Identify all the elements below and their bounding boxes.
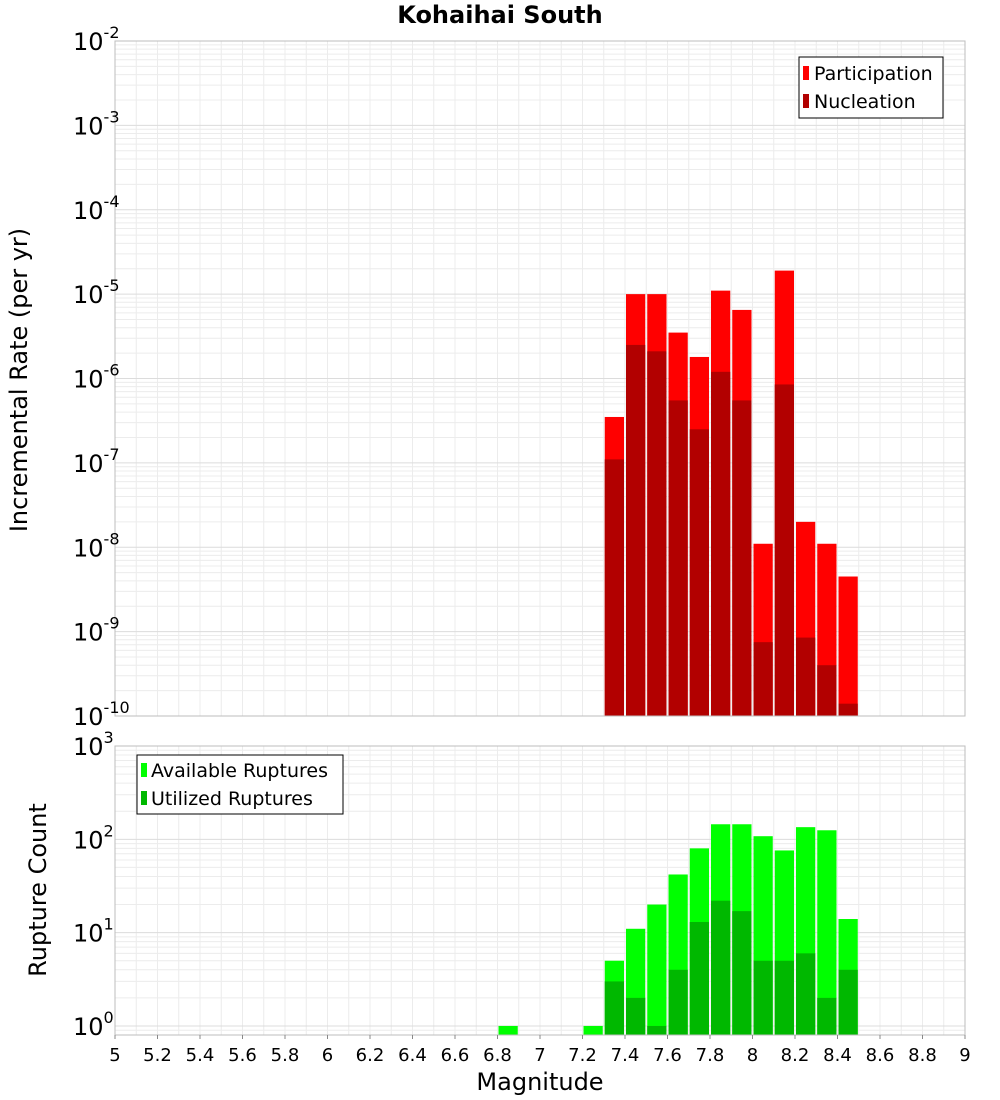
count-bar-a bbox=[498, 1025, 518, 1035]
legend-swatch-nucleation bbox=[803, 94, 809, 108]
x-tick-label: 6.4 bbox=[398, 1045, 427, 1066]
bottom-legend: Available Ruptures Utilized Ruptures bbox=[136, 754, 344, 815]
y-tick-label: 10-8 bbox=[73, 529, 120, 562]
count-bar-b bbox=[838, 969, 858, 1035]
top-legend-box bbox=[798, 56, 944, 119]
top-y-axis-label: Incremental Rate (per yr) bbox=[5, 228, 33, 532]
count-bar-a bbox=[817, 830, 837, 1035]
x-tick-label: 5.8 bbox=[271, 1045, 300, 1066]
rate-bar-b bbox=[838, 703, 858, 716]
rate-bar-b bbox=[626, 344, 646, 716]
x-tick-label: 8.6 bbox=[866, 1045, 895, 1066]
rate-bar-b bbox=[732, 400, 752, 716]
top-bars bbox=[604, 270, 858, 716]
top-y-ticks: 10-2 10-3 10-4 10-5 10-6 10-7 10-8 10-9 10-10 bbox=[73, 23, 130, 731]
rate-bar-b bbox=[689, 429, 709, 716]
y-tick-label: 101 bbox=[73, 915, 114, 948]
x-tick-label: 6 bbox=[322, 1045, 333, 1066]
rate-bar-b bbox=[647, 351, 667, 716]
count-bar-b bbox=[647, 1025, 667, 1035]
count-bar-b bbox=[711, 900, 731, 1035]
bottom-bars bbox=[498, 824, 858, 1035]
rate-bar-b bbox=[711, 371, 731, 716]
rate-bar-b bbox=[817, 665, 837, 716]
x-tick-label: 7.8 bbox=[696, 1045, 725, 1066]
x-tick-label: 8.2 bbox=[781, 1045, 810, 1066]
x-tick-label: 7.2 bbox=[568, 1045, 597, 1066]
x-tick-label: 6.2 bbox=[356, 1045, 385, 1066]
x-tick-label: 5.6 bbox=[228, 1045, 257, 1066]
x-tick-label: 5 bbox=[109, 1045, 120, 1066]
top-plot-frame bbox=[114, 40, 966, 717]
y-tick-label: 103 bbox=[73, 728, 114, 761]
y-tick-label: 102 bbox=[73, 821, 114, 854]
count-bar-b bbox=[753, 960, 773, 1035]
legend-swatch-participation bbox=[803, 66, 809, 80]
count-bar-b bbox=[668, 969, 688, 1035]
y-tick-label: 10-6 bbox=[73, 361, 120, 394]
count-bar-a bbox=[647, 904, 667, 1035]
count-bar-b bbox=[796, 953, 816, 1035]
x-tick-label: 8.8 bbox=[908, 1045, 937, 1066]
count-bar-b bbox=[732, 911, 752, 1035]
rate-bar-b bbox=[796, 637, 816, 716]
x-tick-label: 6.8 bbox=[483, 1045, 512, 1066]
x-tick-label: 5.4 bbox=[186, 1045, 215, 1066]
y-tick-label: 10-4 bbox=[73, 192, 120, 225]
legend-label-available: Available Ruptures bbox=[151, 760, 328, 782]
bottom-grid bbox=[114, 745, 966, 1036]
chart-title: Kohaihai South bbox=[397, 1, 602, 29]
y-tick-label: 10-9 bbox=[73, 614, 120, 647]
count-bar-a bbox=[583, 1025, 603, 1035]
bottom-y-ticks: 103 102 101 100 bbox=[73, 728, 114, 1041]
y-tick-label: 10-2 bbox=[73, 23, 120, 56]
legend-swatch-available bbox=[141, 763, 147, 777]
count-bar-b bbox=[689, 922, 709, 1035]
x-tick-label: 7.6 bbox=[653, 1045, 682, 1066]
x-tick-label: 8.4 bbox=[823, 1045, 852, 1066]
rate-bar-b bbox=[774, 384, 794, 716]
y-tick-label: 10-3 bbox=[73, 107, 120, 140]
bottom-y-axis-label: Rupture Count bbox=[24, 803, 52, 977]
rate-bar-b bbox=[604, 459, 624, 716]
legend-label-utilized: Utilized Ruptures bbox=[151, 788, 313, 810]
count-bar-b bbox=[626, 997, 646, 1035]
x-tick-label: 7.4 bbox=[611, 1045, 640, 1066]
count-bar-b bbox=[774, 960, 794, 1035]
x-tick-label: 6.6 bbox=[441, 1045, 470, 1066]
bottom-legend-box bbox=[136, 754, 344, 815]
x-ticks: 5 5.2 5.4 5.6 5.8 6 6.2 6.4 6.6 6.8 7 7.2 7.4 7.6 7.8 8… bbox=[109, 1035, 971, 1066]
rate-bar-b bbox=[753, 642, 773, 716]
x-tick-label: 8 bbox=[747, 1045, 758, 1066]
y-tick-label: 100 bbox=[73, 1008, 114, 1041]
legend-label-nucleation: Nucleation bbox=[814, 91, 916, 113]
rate-bar-b bbox=[668, 400, 688, 716]
count-bar-b bbox=[604, 981, 624, 1035]
top-legend: Participation Nucleation bbox=[798, 56, 944, 119]
rate-bar-a bbox=[838, 576, 858, 716]
x-tick-label: 5.2 bbox=[143, 1045, 172, 1066]
legend-swatch-utilized bbox=[141, 791, 147, 805]
x-axis-label: Magnitude bbox=[476, 1068, 603, 1096]
x-tick-label: 7 bbox=[534, 1045, 545, 1066]
top-grid bbox=[114, 40, 966, 717]
y-tick-label: 10-10 bbox=[73, 698, 130, 731]
x-tick-label: 9 bbox=[959, 1045, 970, 1066]
legend-label-participation: Participation bbox=[814, 63, 933, 85]
count-bar-b bbox=[817, 997, 837, 1035]
y-tick-label: 10-5 bbox=[73, 276, 120, 309]
y-tick-label: 10-7 bbox=[73, 445, 120, 478]
